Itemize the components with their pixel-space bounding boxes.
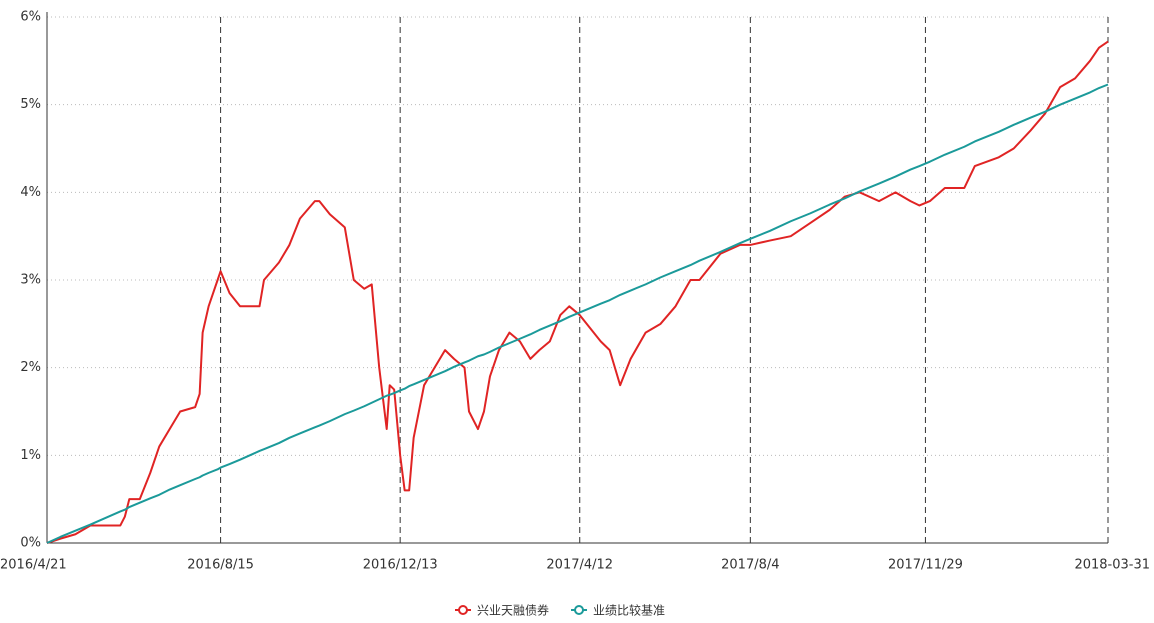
y-tick-label: 1% bbox=[20, 448, 41, 463]
legend-label: 业绩比较基准 bbox=[593, 603, 665, 618]
y-tick-label: 2% bbox=[20, 360, 41, 375]
x-tick-label: 2017/11/29 bbox=[888, 558, 963, 573]
legend-marker bbox=[574, 605, 585, 615]
x-tick-label: 2016/12/13 bbox=[363, 558, 438, 573]
legend-marker bbox=[458, 605, 468, 615]
y-tick-label: 4% bbox=[20, 185, 41, 200]
x-tick-label: 2018-03-31 bbox=[1074, 558, 1150, 573]
y-tick-label: 6% bbox=[20, 10, 41, 25]
x-tick-label: 2017/4/12 bbox=[546, 558, 613, 573]
y-tick-label: 5% bbox=[20, 97, 41, 112]
series-line bbox=[46, 40, 1109, 544]
series-line bbox=[46, 83, 1109, 544]
y-tick-label: 0% bbox=[20, 536, 41, 551]
x-tick-label: 2016/8/15 bbox=[187, 558, 254, 573]
x-tick-label: 2017/8/4 bbox=[721, 558, 779, 573]
legend-label: 兴业天融债券 bbox=[477, 603, 549, 618]
x-tick-label: 2016/4/21 bbox=[0, 558, 67, 573]
legend-item: 业绩比较基准 bbox=[571, 603, 665, 618]
legend-item: 兴业天融债券 bbox=[455, 603, 549, 618]
y-tick-label: 3% bbox=[20, 273, 41, 288]
